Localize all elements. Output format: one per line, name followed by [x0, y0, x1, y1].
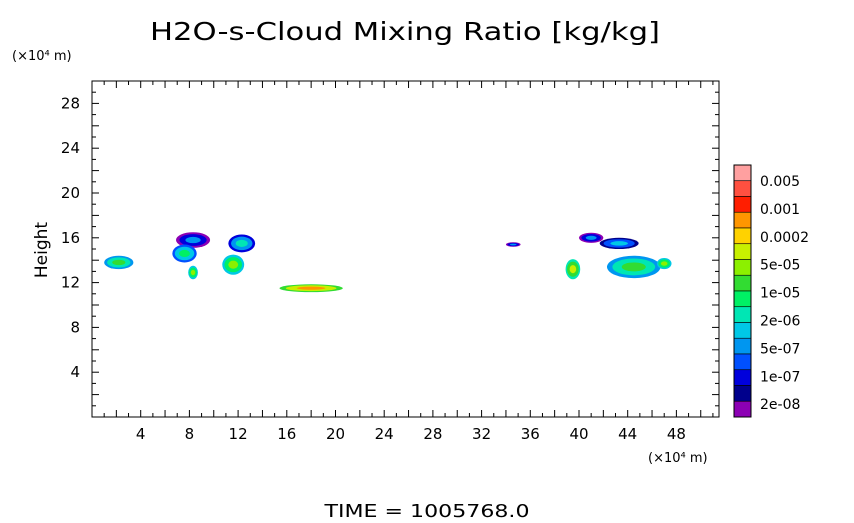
x-tick-label: 28	[423, 425, 442, 443]
cloud-3b-core	[228, 260, 239, 269]
footer-time: TIME = 1005768.0	[323, 501, 529, 519]
colorbar: 0.005 0.001 0.0002 5e-05 1e-05 2e-06 5e-07 1e-0…	[733, 164, 809, 418]
y-tick-label: 20	[61, 184, 80, 202]
y-tick-label: 16	[61, 229, 80, 247]
colorbar-swatch	[733, 227, 752, 245]
x-tick-label: 12	[229, 425, 248, 443]
cloud-7b	[606, 255, 661, 279]
cloud-7c-core	[660, 261, 668, 266]
cloud-layer	[104, 232, 672, 293]
chart-title: H2O-s-Cloud Mixing Ratio [kg/kg]	[150, 17, 660, 46]
colorbar-label: 0.0002	[760, 230, 809, 246]
colorbar-swatch	[733, 369, 752, 386]
cloud-7b-core	[621, 262, 646, 272]
y-tick-label: 8	[70, 318, 80, 336]
x-tick-label: 8	[185, 425, 195, 443]
cloud-7a-core	[610, 241, 628, 246]
cloud-3b	[222, 254, 245, 275]
colorbar-swatch	[733, 290, 752, 308]
cloud-6b	[578, 232, 604, 243]
cloud-2c-core	[190, 269, 196, 276]
cloud-5-core	[509, 243, 517, 246]
cloud-2a	[176, 232, 211, 248]
x-tick-label: 40	[569, 425, 588, 443]
x-tick-label: 32	[472, 425, 491, 443]
cloud-2b-core	[179, 249, 191, 258]
cloud-7c	[656, 257, 672, 270]
cloud-4-core	[296, 286, 326, 290]
colorbar-label: 0.005	[760, 174, 800, 190]
cloud-3a-core	[235, 239, 248, 247]
y-tick-label: 4	[70, 363, 80, 381]
cloud-6b-core	[585, 235, 597, 240]
x-tick-label: 36	[521, 425, 540, 443]
colorbar-swatch	[733, 400, 752, 418]
colorbar-label: 1e-07	[760, 369, 800, 385]
colorbar-frame	[733, 164, 752, 418]
x-tick-label: 16	[277, 425, 296, 443]
colorbar-swatch	[733, 180, 752, 197]
colorbar-swatch	[733, 353, 752, 371]
cloud-6a-core	[569, 265, 577, 274]
colorbar-label: 2e-06	[760, 314, 800, 330]
colorbar-swatch	[733, 259, 752, 276]
y-tick-label: 28	[61, 94, 80, 112]
x-tick-label: 44	[618, 425, 637, 443]
colorbar-swatch	[733, 164, 752, 182]
colorbar-swatch	[733, 337, 752, 355]
cloud-3a	[228, 234, 256, 253]
colorbar-swatch	[733, 306, 752, 323]
cloud-1	[104, 255, 134, 270]
x-tick-label: 20	[326, 425, 345, 443]
y-axis-label: Height	[32, 222, 52, 279]
colorbar-label: 5e-07	[760, 341, 800, 357]
x-tick-label: 24	[375, 425, 394, 443]
cloud-5	[505, 242, 521, 247]
x-tick-label: 4	[136, 425, 146, 443]
y-axis-unit: (×10⁴ m)	[12, 49, 72, 64]
colorbar-swatch	[733, 322, 752, 339]
cloud-2b	[172, 244, 197, 263]
x-axis-unit: (×10⁴ m)	[648, 451, 708, 466]
colorbar-label: 1e-05	[760, 286, 800, 302]
colorbar-swatch	[733, 243, 752, 260]
cloud-6a	[565, 259, 581, 280]
colorbar-swatch	[733, 274, 752, 292]
cloud-7a	[599, 237, 639, 249]
cloud-4	[279, 284, 343, 293]
colorbar-label: 0.001	[760, 202, 800, 218]
colorbar-swatch	[733, 211, 752, 229]
y-tick-label: 12	[61, 274, 80, 292]
y-tick-label: 24	[61, 139, 80, 157]
colorbar-label: 5e-05	[760, 258, 800, 274]
cloud-1-core	[112, 259, 126, 266]
colorbar-swatch	[733, 385, 752, 402]
colorbar-label: 2e-08	[760, 397, 800, 413]
x-tick-label: 48	[667, 425, 686, 443]
cloud-2c	[188, 265, 198, 280]
cloud-2a-core	[185, 236, 201, 244]
colorbar-swatch	[733, 196, 752, 213]
